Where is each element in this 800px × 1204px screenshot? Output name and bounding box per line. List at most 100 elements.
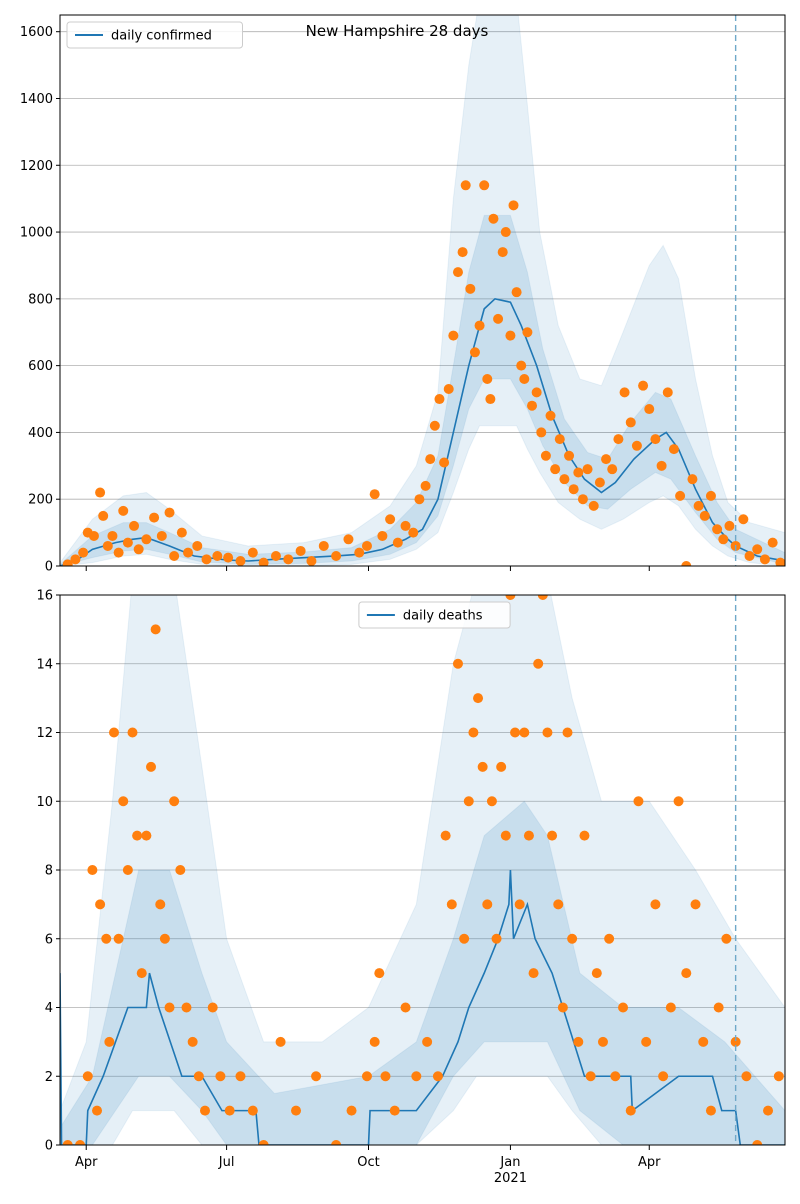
- observed-point: [432, 1071, 443, 1082]
- observed-point: [354, 547, 365, 558]
- observed-point: [557, 1002, 568, 1013]
- observed-point: [150, 624, 161, 635]
- observed-point: [247, 547, 258, 558]
- y-tick-label: 1400: [20, 92, 53, 107]
- observed-point: [469, 347, 480, 358]
- observed-point: [149, 512, 160, 523]
- observed-point: [411, 1071, 422, 1082]
- y-tick-label: 8: [45, 864, 53, 879]
- observed-point: [767, 537, 778, 548]
- observed-point: [200, 1105, 210, 1116]
- observed-point: [361, 540, 372, 551]
- legend-label: daily confirmed: [111, 29, 212, 44]
- observed-point: [724, 520, 735, 531]
- observed-point: [712, 524, 723, 535]
- observed-point: [95, 899, 106, 910]
- observed-point: [594, 477, 605, 488]
- observed-point: [536, 427, 547, 438]
- observed-point: [588, 500, 599, 511]
- band-inner: [60, 214, 785, 566]
- observed-point: [369, 1036, 380, 1047]
- y-tick-label: 14: [36, 657, 53, 672]
- observed-point: [607, 464, 618, 475]
- observed-point: [631, 440, 642, 451]
- x-tick-label: Jul: [218, 1155, 235, 1170]
- observed-point: [744, 550, 755, 561]
- observed-point: [488, 213, 499, 224]
- observed-point: [473, 693, 484, 704]
- observed-point: [699, 510, 710, 521]
- observed-point: [741, 1071, 752, 1082]
- observed-point: [377, 530, 388, 541]
- observed-point: [721, 933, 732, 944]
- observed-point: [75, 1140, 86, 1145]
- observed-point: [127, 727, 138, 738]
- observed-point: [523, 830, 534, 841]
- observed-point: [400, 1002, 411, 1013]
- observed-point: [597, 1036, 608, 1047]
- observed-point: [235, 1071, 246, 1082]
- observed-point: [585, 1071, 596, 1082]
- observed-point: [550, 464, 561, 475]
- observed-point: [459, 933, 470, 944]
- observed-point: [164, 1002, 175, 1013]
- observed-point: [460, 180, 471, 191]
- observed-point: [331, 550, 342, 561]
- y-tick-label: 400: [28, 426, 53, 441]
- legend: daily confirmed: [66, 21, 243, 49]
- observed-point: [104, 1036, 115, 1047]
- observed-point: [107, 530, 118, 541]
- observed-point: [573, 1036, 584, 1047]
- observed-point: [420, 480, 431, 491]
- observed-point: [477, 761, 488, 772]
- observed-point: [633, 796, 644, 807]
- observed-point: [346, 1105, 357, 1116]
- observed-point: [763, 1105, 774, 1116]
- observed-point: [465, 283, 476, 294]
- observed-point: [533, 658, 544, 669]
- observed-point: [474, 320, 485, 331]
- legend-box: [358, 601, 511, 629]
- observed-point: [773, 1071, 784, 1082]
- observed-point: [554, 434, 565, 445]
- observed-point: [500, 227, 511, 238]
- observed-point: [176, 527, 187, 538]
- observed-point: [482, 899, 493, 910]
- y-tick-label: 10: [36, 795, 53, 810]
- observed-point: [527, 400, 538, 411]
- band-outer: [60, 595, 785, 1145]
- observed-point: [562, 727, 573, 738]
- observed-point: [183, 547, 194, 558]
- axes-frame: [59, 14, 786, 567]
- observed-point: [519, 373, 530, 384]
- observed-point: [95, 487, 106, 498]
- observed-point: [540, 450, 551, 461]
- observed-point: [295, 545, 306, 556]
- observed-point: [422, 1036, 433, 1047]
- observed-point: [601, 454, 612, 465]
- observed-point: [668, 444, 679, 455]
- observed-point: [582, 464, 593, 475]
- observed-point: [577, 494, 588, 505]
- plot-area: [60, 15, 785, 566]
- observed-point: [306, 555, 317, 566]
- observed-point: [181, 1002, 192, 1013]
- observed-point: [553, 899, 564, 910]
- observed-point: [118, 796, 129, 807]
- observed-point: [448, 330, 459, 341]
- observed-point: [215, 1071, 226, 1082]
- observed-point: [201, 554, 212, 565]
- observed-point: [192, 540, 203, 551]
- y-tick-label: 6: [45, 932, 53, 947]
- observed-point: [497, 247, 508, 258]
- y-tick-label: 1000: [20, 226, 53, 241]
- observed-point: [656, 460, 667, 471]
- observed-point: [108, 727, 119, 738]
- observed-point: [613, 434, 624, 445]
- observed-point: [505, 330, 516, 341]
- observed-point: [486, 796, 497, 807]
- y-tick-label: 16: [36, 589, 53, 604]
- observed-point: [673, 796, 684, 807]
- observed-point: [133, 544, 144, 555]
- observed-point: [479, 180, 490, 191]
